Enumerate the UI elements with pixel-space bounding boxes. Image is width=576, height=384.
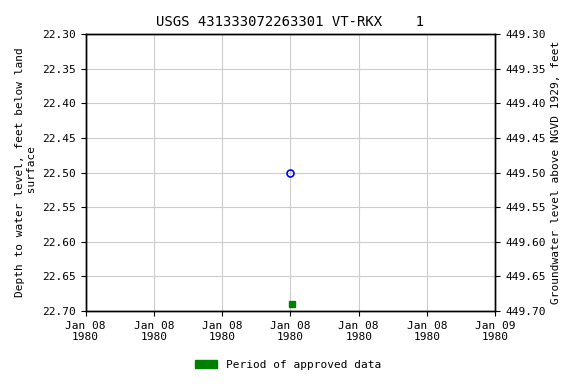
Y-axis label: Groundwater level above NGVD 1929, feet: Groundwater level above NGVD 1929, feet bbox=[551, 41, 561, 304]
Title: USGS 431333072263301 VT-RKX    1: USGS 431333072263301 VT-RKX 1 bbox=[157, 15, 425, 29]
Legend: Period of approved data: Period of approved data bbox=[191, 356, 385, 375]
Y-axis label: Depth to water level, feet below land
 surface: Depth to water level, feet below land su… bbox=[15, 48, 37, 298]
